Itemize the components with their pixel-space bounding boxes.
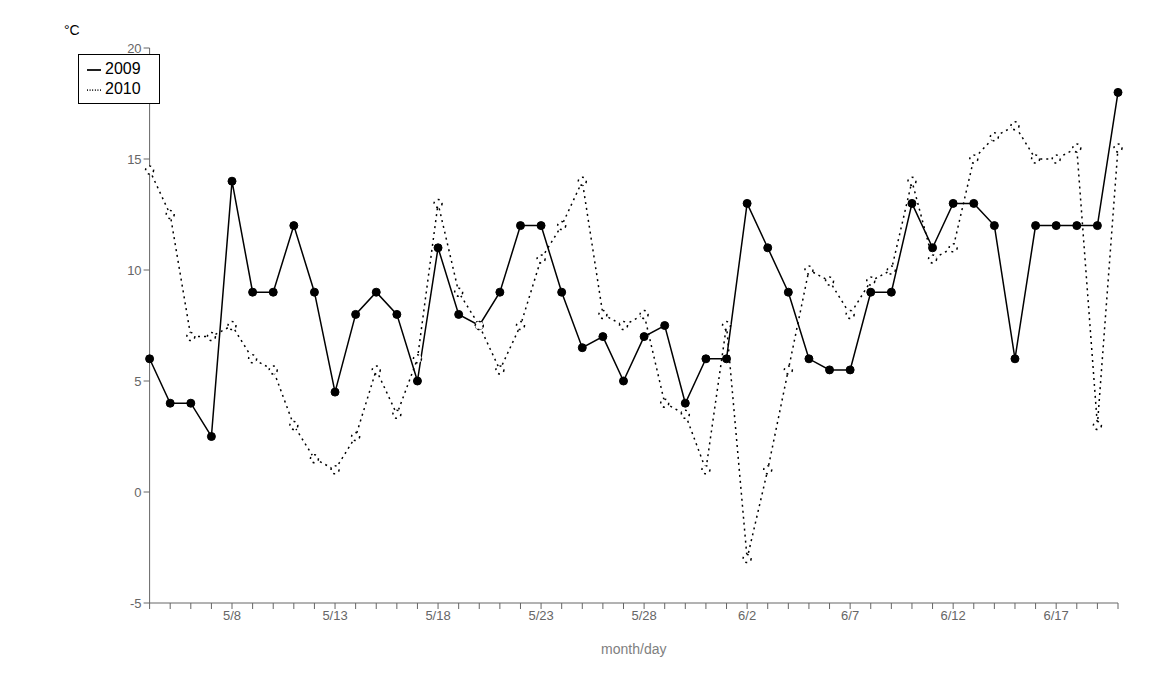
- svg-text:5/28: 5/28: [631, 608, 656, 623]
- svg-text:6/7: 6/7: [841, 608, 859, 623]
- svg-text:5/18: 5/18: [425, 608, 450, 623]
- svg-text:5/23: 5/23: [528, 608, 553, 623]
- svg-text:6/12: 6/12: [941, 608, 966, 623]
- svg-text:15: 15: [127, 152, 141, 167]
- svg-text:6/17: 6/17: [1044, 608, 1069, 623]
- svg-text:5/13: 5/13: [322, 608, 347, 623]
- html-text:2009: 2009: [105, 60, 141, 77]
- svg-text:month/day: month/day: [601, 641, 666, 657]
- svg-text:10: 10: [127, 263, 141, 278]
- svg-text:5: 5: [134, 374, 141, 389]
- html-text:2010: 2010: [105, 80, 141, 97]
- svg-text:-5: -5: [130, 596, 142, 611]
- svg-text:20: 20: [127, 41, 141, 56]
- svg-text:5/8: 5/8: [223, 608, 241, 623]
- svg-text:6/2: 6/2: [738, 608, 756, 623]
- svg-text:0: 0: [134, 485, 141, 500]
- html-text:°C: °C: [64, 22, 80, 38]
